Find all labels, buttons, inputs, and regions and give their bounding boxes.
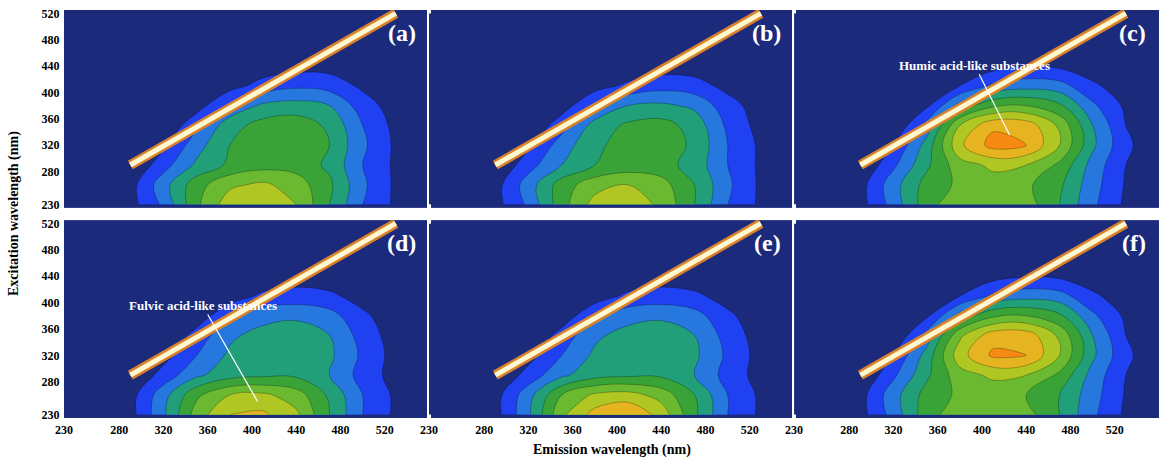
svg-text:(f): (f) — [1122, 230, 1146, 256]
svg-text:230: 230 — [55, 423, 73, 437]
svg-text:360: 360 — [929, 423, 947, 437]
svg-text:230: 230 — [42, 408, 60, 422]
svg-text:(a): (a) — [388, 20, 416, 46]
svg-text:360: 360 — [42, 112, 60, 126]
svg-text:280: 280 — [840, 423, 858, 437]
svg-text:320: 320 — [42, 349, 60, 363]
svg-text:320: 320 — [520, 423, 538, 437]
svg-text:280: 280 — [110, 423, 128, 437]
svg-text:280: 280 — [475, 423, 493, 437]
svg-text:320: 320 — [885, 423, 903, 437]
svg-text:360: 360 — [42, 322, 60, 336]
svg-text:230: 230 — [42, 198, 60, 212]
svg-text:320: 320 — [42, 138, 60, 152]
svg-text:360: 360 — [564, 423, 582, 437]
svg-text:Fulvic acid-like substances: Fulvic acid-like substances — [129, 298, 277, 313]
svg-text:520: 520 — [376, 423, 394, 437]
svg-text:(d): (d) — [387, 230, 416, 256]
svg-text:230: 230 — [420, 423, 438, 437]
svg-text:400: 400 — [608, 423, 626, 437]
svg-text:440: 440 — [652, 423, 670, 437]
svg-text:480: 480 — [42, 243, 60, 257]
svg-text:280: 280 — [42, 375, 60, 389]
svg-text:520: 520 — [42, 217, 60, 231]
svg-text:320: 320 — [155, 423, 173, 437]
svg-text:Humic acid-like substances: Humic acid-like substances — [899, 58, 1050, 73]
svg-text:520: 520 — [1106, 423, 1124, 437]
svg-text:480: 480 — [331, 423, 349, 437]
svg-text:400: 400 — [42, 86, 60, 100]
svg-text:440: 440 — [287, 423, 305, 437]
svg-text:480: 480 — [1062, 423, 1080, 437]
svg-text:(e): (e) — [754, 230, 781, 256]
svg-text:520: 520 — [741, 423, 759, 437]
svg-text:440: 440 — [1017, 423, 1035, 437]
svg-text:280: 280 — [42, 165, 60, 179]
svg-text:400: 400 — [42, 296, 60, 310]
svg-text:480: 480 — [697, 423, 715, 437]
svg-text:440: 440 — [42, 269, 60, 283]
svg-text:480: 480 — [42, 33, 60, 47]
svg-text:400: 400 — [243, 423, 261, 437]
svg-text:Emission wavelength (nm): Emission wavelength (nm) — [533, 442, 691, 458]
svg-text:400: 400 — [973, 423, 991, 437]
svg-text:440: 440 — [42, 59, 60, 73]
svg-text:520: 520 — [42, 7, 60, 21]
svg-text:360: 360 — [199, 423, 217, 437]
svg-text:(b): (b) — [752, 20, 781, 46]
svg-text:230: 230 — [785, 423, 803, 437]
svg-text:Excitation wavelength (nm): Excitation wavelength (nm) — [6, 131, 22, 296]
svg-text:(c): (c) — [1119, 20, 1146, 46]
